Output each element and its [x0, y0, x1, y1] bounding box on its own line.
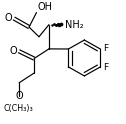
Text: O: O	[5, 13, 12, 23]
Text: O: O	[10, 46, 17, 56]
Text: OH: OH	[38, 2, 53, 12]
Text: NH₂: NH₂	[65, 20, 84, 30]
Text: F: F	[103, 63, 108, 72]
Text: F: F	[103, 44, 108, 53]
Text: C(CH₃)₃: C(CH₃)₃	[4, 104, 33, 113]
Text: O: O	[15, 91, 23, 101]
